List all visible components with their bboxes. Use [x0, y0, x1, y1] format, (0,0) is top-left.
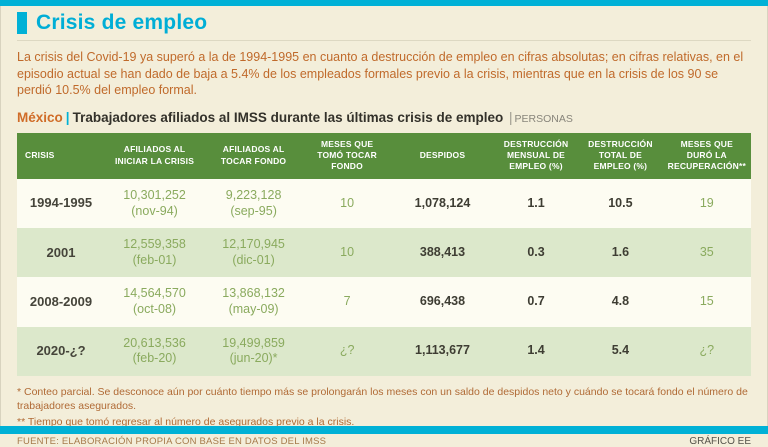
table-row: 2020-¿? 20,613,536 (feb-20) 19,499,859 (… [17, 326, 751, 376]
table-body: 1994-1995 10,301,252 (nov-94) 9,223,128 … [17, 178, 751, 376]
cell-destruccion-total: 4.8 [611, 294, 630, 309]
cell-meses-fondo: 10 [340, 195, 355, 210]
cell-meses-recuperacion: 15 [699, 294, 714, 309]
footnote-1: * Conteo parcial. Se desconoce aún por c… [17, 385, 748, 413]
cell-meses-recuperacion: ¿? [699, 343, 715, 358]
cell-destruccion-total: 10.5 [608, 195, 633, 210]
table-row: 2001 12,559,358 (feb-01) 12,170,945 (dic… [17, 228, 751, 278]
cell-crisis: 1994-1995 [29, 195, 93, 211]
footnote-2: ** Tiempo que tomó regresar al número de… [17, 416, 355, 429]
cell-destruccion-total: 1.6 [611, 244, 630, 259]
cell-afiliados-fondo: 12,170,945 (dic-01) [222, 237, 285, 267]
footer-row: FUENTE: ELABORACIÓN PROPIA CON BASE EN D… [17, 436, 751, 447]
cell-afiliados-iniciar: 20,613,536 (feb-20) [123, 335, 186, 366]
column-header-meses-fondo: MESES QUE TOMÓ TOCAR FONDO [303, 132, 392, 179]
top-accent-bar [0, 0, 768, 6]
column-header-afiliados-iniciar: AFILIADOS AL INICIAR LA CRISIS [105, 132, 205, 179]
cell-despidos: 388,413 [419, 244, 466, 259]
cell-crisis: 2008-2009 [29, 293, 93, 309]
cell-destruccion-mensual: 1.4 [527, 343, 545, 358]
cell-afiliados-fondo: 19,499,859 (jun-20)* [222, 335, 285, 366]
subtitle-unit: PERSONAS [514, 112, 573, 125]
cell-afiliados-fondo: 9,223,128 (sep-95) [225, 187, 282, 218]
table-header: CRISIS AFILIADOS AL INICIAR LA CRISIS AF… [17, 132, 751, 179]
column-header-meses-recuperacion: MESES QUE DURÓ LA RECUPERACIÓN** [662, 132, 751, 179]
table-row: 2008-2009 14,564,570 (oct-08) 13,868,132… [17, 277, 751, 327]
cell-afiliados-fondo: 13,868,132 (may-09) [222, 286, 285, 317]
footnotes: * Conteo parcial. Se desconoce aún por c… [17, 385, 751, 430]
column-header-destruccion-mensual: DESTRUCCIÓN MENSUAL DE EMPLEO (%) [493, 132, 579, 179]
subtitle-separator: | [65, 109, 70, 125]
column-header-despidos: DESPIDOS [391, 132, 494, 179]
cell-afiliados-iniciar: 12,559,358 (feb-01) [123, 237, 186, 267]
column-header-destruccion-total: DESTRUCCIÓN TOTAL DE EMPLEO (%) [578, 132, 663, 179]
intro-paragraph: La crisis del Covid-19 ya superó a la de… [17, 50, 744, 97]
cell-destruccion-mensual: 0.3 [527, 244, 545, 259]
graphic-credit: GRÁFICO EE [689, 436, 751, 447]
crisis-data-table: CRISIS AFILIADOS AL INICIAR LA CRISIS AF… [17, 132, 751, 376]
table-row: 1994-1995 10,301,252 (nov-94) 9,223,128 … [17, 178, 751, 229]
source-credit: FUENTE: ELABORACIÓN PROPIA CON BASE EN D… [17, 436, 327, 447]
cell-afiliados-iniciar: 10,301,252 (nov-94) [123, 187, 186, 218]
cell-meses-fondo: 7 [343, 294, 351, 309]
title-bullet-icon [17, 12, 27, 34]
chart-subtitle: México | Trabajadores afiliados al IMSS du… [17, 110, 751, 125]
subtitle-unit-separator: | [508, 109, 513, 125]
subtitle-region: México [17, 109, 63, 125]
column-header-afiliados-fondo: AFILIADOS AL TOCAR FONDO [204, 132, 304, 179]
cell-crisis: 2020-¿? [36, 343, 86, 359]
title-row: Crisis de empleo [17, 11, 751, 41]
cell-despidos: 1,078,124 [414, 195, 471, 210]
cell-destruccion-mensual: 1.1 [527, 195, 545, 210]
cell-despidos: 696,438 [419, 294, 466, 309]
cell-destruccion-total: 5.4 [611, 343, 630, 358]
cell-meses-fondo: ¿? [339, 343, 355, 358]
cell-despidos: 1,113,677 [415, 343, 470, 358]
cell-meses-fondo: 10 [340, 244, 355, 259]
cell-afiliados-iniciar: 14,564,570 (oct-08) [123, 286, 186, 317]
column-header-crisis: CRISIS [17, 132, 106, 179]
page-title: Crisis de empleo [36, 11, 208, 34]
cell-destruccion-mensual: 0.7 [527, 294, 545, 309]
cell-meses-recuperacion: 19 [699, 195, 714, 210]
cell-crisis: 2001 [46, 244, 76, 260]
bottom-accent-bar [0, 426, 768, 434]
subtitle-text: Trabajadores afiliados al IMSS durante l… [72, 109, 504, 125]
cell-meses-recuperacion: 35 [699, 244, 714, 259]
